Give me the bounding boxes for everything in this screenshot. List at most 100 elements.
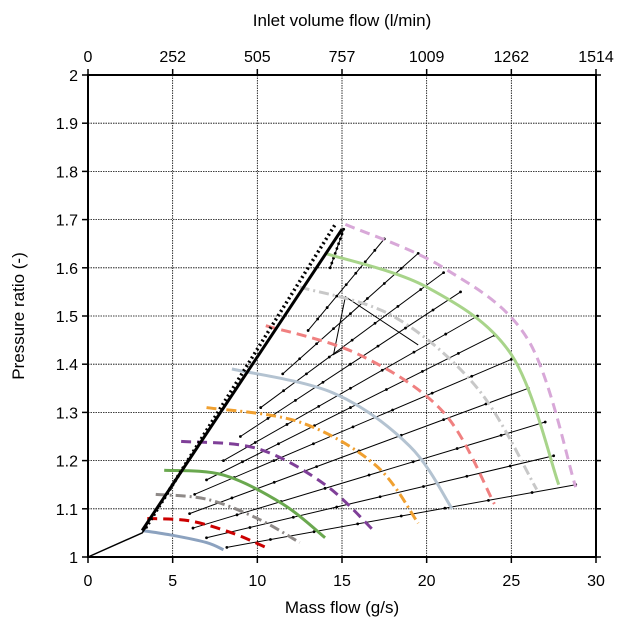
efficiency-marker xyxy=(235,513,239,517)
speed-line xyxy=(231,367,454,510)
efficiency-marker xyxy=(340,232,344,236)
efficiency-marker xyxy=(391,408,394,412)
efficiency-marker xyxy=(305,372,308,376)
x2-tick-label: 0 xyxy=(84,49,93,66)
x-tick-label: 30 xyxy=(587,573,605,590)
efficiency-marker xyxy=(315,465,318,469)
efficiency-marker xyxy=(354,271,358,275)
efficiency-marker xyxy=(457,351,460,355)
x-tick-label: 15 xyxy=(333,573,351,590)
efficiency-marker xyxy=(291,515,295,519)
x2-tick-label: 505 xyxy=(244,49,271,66)
y-tick-label: 1.7 xyxy=(56,213,78,230)
x2-tick-label: 1009 xyxy=(409,49,445,66)
y-tick-label: 1.6 xyxy=(56,261,78,278)
speed-line xyxy=(206,406,420,525)
efficiency-marker xyxy=(230,496,234,500)
speed-line xyxy=(180,439,377,534)
efficiency-marker xyxy=(328,266,332,270)
efficiency-marker xyxy=(363,260,367,264)
efficiency-marker xyxy=(205,478,208,482)
efficiency-marker xyxy=(205,536,208,540)
x-tick-label: 25 xyxy=(502,573,520,590)
efficiency-marker xyxy=(459,290,462,294)
efficiency-marker xyxy=(330,261,334,265)
efficiency-marker xyxy=(487,498,490,502)
efficiency-marker xyxy=(191,526,195,530)
y-axis-title: Pressure ratio (-) xyxy=(9,252,28,380)
efficiency-marker xyxy=(411,460,415,464)
efficiency-marker xyxy=(442,271,445,275)
efficiency-marker xyxy=(349,406,352,409)
efficiency-marker xyxy=(344,283,348,287)
efficiency-marker xyxy=(431,308,435,312)
surge-loop-line xyxy=(332,295,419,356)
x-tick-label: 0 xyxy=(84,573,93,590)
efficiency-marker xyxy=(421,370,424,373)
efficiency-marker xyxy=(443,506,447,510)
efficiency-marker xyxy=(430,391,434,395)
efficiency-marker xyxy=(298,357,302,361)
efficiency-marker xyxy=(508,464,512,468)
efficiency-marker xyxy=(455,447,459,450)
efficiency-marker xyxy=(509,357,513,361)
x2-tick-label: 1262 xyxy=(494,49,530,66)
efficiency-marker xyxy=(367,473,371,477)
efficiency-marker xyxy=(470,374,474,378)
efficiency-marker xyxy=(404,326,407,330)
efficiency-marker xyxy=(269,538,272,541)
x2-tick-label: 252 xyxy=(159,49,186,66)
speed-line xyxy=(141,529,225,552)
efficiency-marker xyxy=(399,514,403,518)
efficiency-marker xyxy=(465,474,469,478)
y-tick-label: 1 xyxy=(69,550,78,567)
y-tick-label: 1.5 xyxy=(56,309,78,326)
efficiency-marker xyxy=(442,418,445,422)
y-tick-label: 1.4 xyxy=(56,357,78,374)
efficiency-marker xyxy=(376,344,380,348)
efficiency-marker xyxy=(351,425,355,429)
efficiency-marker xyxy=(422,485,425,488)
speed-line xyxy=(265,324,496,505)
efficiency-marker xyxy=(412,350,416,354)
speed-line xyxy=(164,468,327,539)
efficiency-marker xyxy=(380,368,384,372)
speed-line xyxy=(344,223,578,488)
efficiency-marker xyxy=(281,372,285,376)
efficiency-marker xyxy=(382,282,386,285)
y-tick-label: 1.3 xyxy=(56,405,78,422)
efficiency-marker xyxy=(419,288,423,291)
efficiency-marker xyxy=(530,491,534,494)
x2-tick-label: 1514 xyxy=(578,49,614,66)
efficiency-marker xyxy=(272,459,276,462)
efficiency-marker xyxy=(253,441,257,444)
efficiency-marker xyxy=(327,355,331,359)
data-lines xyxy=(87,223,578,558)
x-tick-label: 20 xyxy=(418,573,436,590)
efficiency-marker xyxy=(499,433,503,437)
efficiency-marker xyxy=(378,495,382,499)
efficiency-marker xyxy=(543,420,547,424)
efficiency-marker xyxy=(239,435,242,438)
efficiency-marker xyxy=(349,386,352,390)
y-tick-label: 1.1 xyxy=(56,502,78,519)
x-tick-label: 10 xyxy=(248,573,266,590)
efficiency-marker xyxy=(272,480,276,484)
boundary-line xyxy=(87,525,148,558)
efficiency-marker xyxy=(332,327,335,331)
efficiency-marker xyxy=(259,406,263,409)
efficiency-marker xyxy=(416,251,420,255)
efficiency-marker xyxy=(248,526,252,529)
y-tick-label: 1.2 xyxy=(56,454,78,471)
efficiency-marker xyxy=(337,242,341,246)
efficiency-marker xyxy=(366,297,369,300)
efficiency-marker xyxy=(312,530,316,534)
efficiency-marker xyxy=(315,342,318,346)
efficiency-marker xyxy=(335,505,339,509)
efficiency-marker xyxy=(338,237,342,241)
efficiency-marker xyxy=(399,267,403,270)
x-tick-label: 5 xyxy=(168,573,177,590)
efficiency-marker xyxy=(444,332,448,336)
efficiency-marker xyxy=(277,442,280,446)
efficiency-marker xyxy=(325,306,329,309)
